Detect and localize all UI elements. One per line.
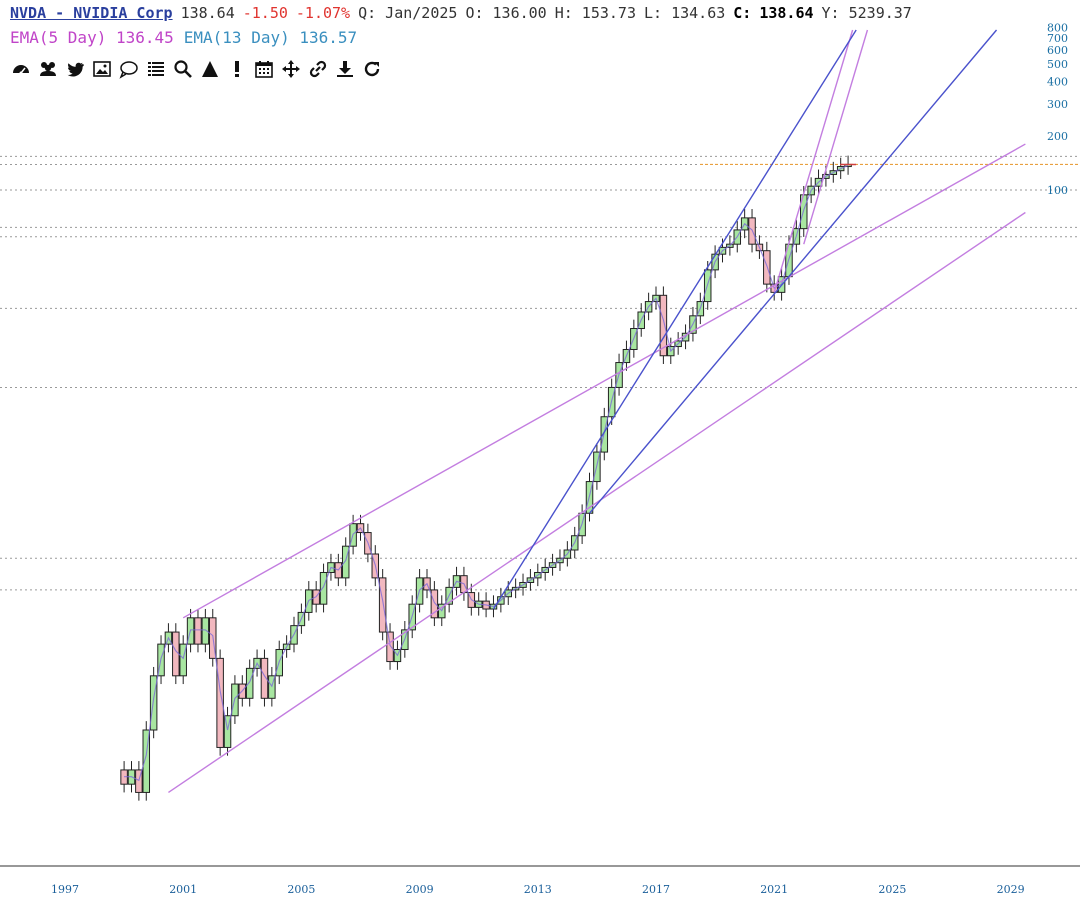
candle-body (245, 667, 254, 699)
candle-body (659, 294, 668, 357)
indicator-row: EMA(5 Day) 136.45 EMA(13 Day) 136.57 (10, 28, 357, 47)
y-tick-label: 500 (1047, 58, 1068, 71)
x-tick-label: 2025 (878, 883, 906, 896)
candle-body (341, 545, 350, 579)
ema13-label[interactable]: EMA(13 Day) 136.57 (183, 28, 358, 47)
triangle-icon[interactable] (199, 58, 221, 80)
x-tick-label: 2021 (760, 883, 788, 896)
close-value: 138.64 (759, 4, 814, 22)
candle-body (763, 250, 771, 285)
link-icon[interactable] (307, 58, 329, 80)
candle-body (149, 675, 158, 731)
users-icon[interactable] (37, 58, 59, 80)
trend-line (492, 29, 857, 610)
twitter-icon[interactable] (64, 58, 86, 80)
candle-body (430, 589, 439, 619)
low-value: L: 134.63 (644, 4, 726, 22)
trend-line (168, 211, 1026, 794)
candle-body (201, 617, 210, 645)
candle-body (216, 657, 224, 748)
candle-body (135, 769, 143, 793)
y-tick-label: 200 (1047, 130, 1068, 143)
high-value: H: 153.73 (554, 4, 636, 22)
y-tick-label: 400 (1047, 76, 1068, 89)
candle-body (260, 657, 269, 699)
list-icon[interactable] (145, 58, 167, 80)
close-label: C: (733, 4, 752, 22)
y-tick-label: 100 (1047, 184, 1068, 197)
price-change-percent: -1.07% (295, 4, 351, 22)
trend-line (803, 29, 869, 245)
candle-body (378, 577, 387, 633)
x-tick-label: 1997 (51, 883, 79, 896)
ema-line (124, 164, 849, 782)
calendar-icon[interactable] (253, 58, 275, 80)
chart-toolbar (10, 58, 383, 80)
x-tick-label: 2001 (169, 883, 197, 896)
comment-icon[interactable] (118, 58, 140, 80)
image-icon[interactable] (91, 58, 113, 80)
move-icon[interactable] (280, 58, 302, 80)
ema5-label[interactable]: EMA(5 Day) 136.45 (10, 28, 174, 47)
refresh-icon[interactable] (361, 58, 383, 80)
price-change: -1.50 (242, 4, 288, 22)
y-tick-label: 800 (1047, 21, 1068, 34)
y-tick-label: 700 (1047, 32, 1068, 45)
volume-value: Y: 5239.37 (821, 4, 912, 22)
ticker-link[interactable]: NVDA - NVIDIA Corp (10, 4, 173, 22)
x-tick-label: 2005 (287, 883, 315, 896)
x-tick-label: 2017 (642, 883, 670, 896)
candle-body (386, 631, 394, 663)
y-tick-label: 600 (1047, 44, 1068, 57)
candle-body (142, 729, 151, 793)
trend-line (588, 29, 998, 514)
candle-body (194, 617, 202, 645)
x-tick-label: 2009 (406, 883, 434, 896)
trend-line (773, 29, 854, 293)
exclamation-icon[interactable] (226, 58, 248, 80)
last-price: 138.64 (180, 4, 235, 22)
x-tick-label: 2013 (524, 883, 552, 896)
candle-body (319, 571, 328, 605)
quote-header: NVDA - NVIDIA Corp 138.64 -1.50 -1.07% Q: Ja… (10, 4, 920, 22)
dashboard-icon[interactable] (10, 58, 32, 80)
x-tick-label: 2029 (997, 883, 1025, 896)
candle-body (179, 643, 187, 677)
quarter-label: Q: Jan/2025 (358, 4, 458, 22)
candle-body (223, 715, 232, 748)
search-icon[interactable] (172, 58, 194, 80)
open-value: O: 136.00 (465, 4, 547, 22)
y-tick-label: 300 (1047, 98, 1068, 111)
download-icon[interactable] (334, 58, 356, 80)
trend-line (182, 143, 1026, 619)
